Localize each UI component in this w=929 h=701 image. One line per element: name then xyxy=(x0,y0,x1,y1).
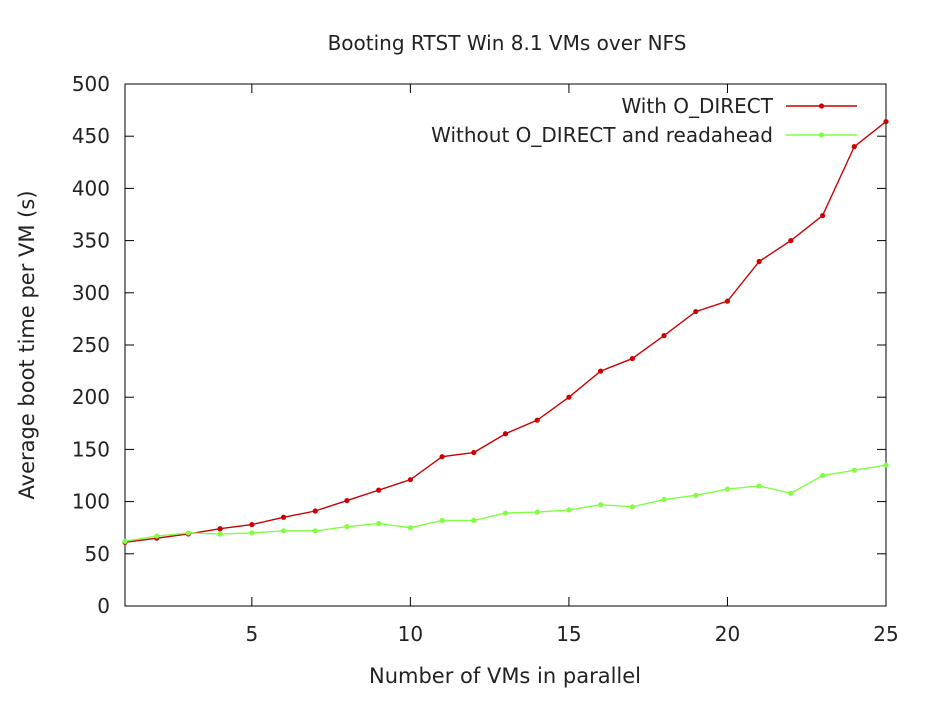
chart-title: Booting RTST Win 8.1 VMs over NFS xyxy=(328,31,687,55)
x-tick-label: 25 xyxy=(873,622,898,646)
series-2-point xyxy=(819,472,826,479)
legend-label-2: Without O_DIRECT and readahead xyxy=(431,123,773,147)
plot-frame xyxy=(124,83,887,607)
series-1-point xyxy=(534,417,540,423)
y-axis-label: Average boot time per VM (s) xyxy=(15,190,39,499)
x-tick-label: 5 xyxy=(245,622,258,646)
series-1-line xyxy=(124,121,887,544)
series-2-point xyxy=(249,530,255,536)
series-1-point xyxy=(471,449,477,456)
series-2-point xyxy=(217,531,223,537)
y-tick-label: 100 xyxy=(72,490,110,514)
series-1-point xyxy=(407,477,413,483)
series-2-point xyxy=(629,504,635,510)
series-1-point xyxy=(217,526,223,532)
y-tick-label: 450 xyxy=(72,124,110,148)
series-1-point xyxy=(344,497,350,504)
series-1-point xyxy=(629,355,635,362)
series-2-point xyxy=(280,528,287,534)
legend: With O_DIRECT Without O_DIRECT and readah… xyxy=(431,94,857,147)
series-1-point xyxy=(502,431,509,437)
series-1-point xyxy=(439,454,445,460)
series-1-point xyxy=(788,238,794,244)
series-2-point xyxy=(883,462,889,468)
series-1-point xyxy=(819,212,826,219)
series-2-point xyxy=(376,520,382,527)
series-2-point xyxy=(661,496,667,503)
series-2-point xyxy=(724,486,731,492)
series-1-point xyxy=(883,118,889,125)
series-2-point xyxy=(344,524,350,530)
legend-marker-1 xyxy=(818,103,825,109)
y-tick-label: 50 xyxy=(85,542,110,566)
series-2-point xyxy=(185,530,192,536)
series-1-point xyxy=(661,333,667,339)
series-2-point xyxy=(439,517,445,523)
series-1-point xyxy=(376,487,382,493)
x-tick-label: 20 xyxy=(715,622,740,646)
y-tick-label: 200 xyxy=(72,385,110,409)
series-1-point xyxy=(693,308,699,315)
y-tick-label: 300 xyxy=(72,281,110,305)
series-1-point xyxy=(756,258,762,265)
series-2-point xyxy=(312,528,318,534)
series-2-point xyxy=(471,517,477,523)
series-1-point xyxy=(851,144,857,150)
y-tick-label: 350 xyxy=(72,229,110,253)
x-axis-label: Number of VMs in parallel xyxy=(369,664,641,688)
x-tick-label: 10 xyxy=(398,622,423,646)
y-tick-label: 0 xyxy=(97,594,110,618)
series-2-point xyxy=(407,525,413,531)
series-1-point xyxy=(598,368,604,374)
y-tick-label: 500 xyxy=(72,72,110,96)
series-2-point xyxy=(534,509,540,515)
series-1-point xyxy=(249,521,255,528)
legend-label-1: With O_DIRECT xyxy=(621,94,773,118)
y-tick-label: 250 xyxy=(72,333,110,357)
series-2-point xyxy=(122,538,128,544)
series-2-point xyxy=(502,510,509,516)
y-tick-label: 150 xyxy=(72,437,110,461)
series-1-point xyxy=(280,514,287,520)
series-2-point xyxy=(566,507,572,513)
series-2-point xyxy=(756,483,762,489)
series-2-line xyxy=(124,464,887,542)
series-2-point xyxy=(154,533,160,539)
series-1-point xyxy=(724,298,731,304)
series-2-point xyxy=(693,492,699,498)
x-tick-label: 15 xyxy=(556,622,581,646)
y-tick-label: 400 xyxy=(72,176,110,200)
series-2-point xyxy=(851,467,857,473)
series-2-point xyxy=(598,502,604,508)
legend-marker-2 xyxy=(818,132,825,138)
plot-area: 0 50 100 150 200 250 300 350 400 450 500 5 10 15 20 25 xyxy=(72,72,899,646)
series-2-point xyxy=(788,490,794,496)
series-1-point xyxy=(566,394,572,400)
series-1-point xyxy=(312,508,318,514)
